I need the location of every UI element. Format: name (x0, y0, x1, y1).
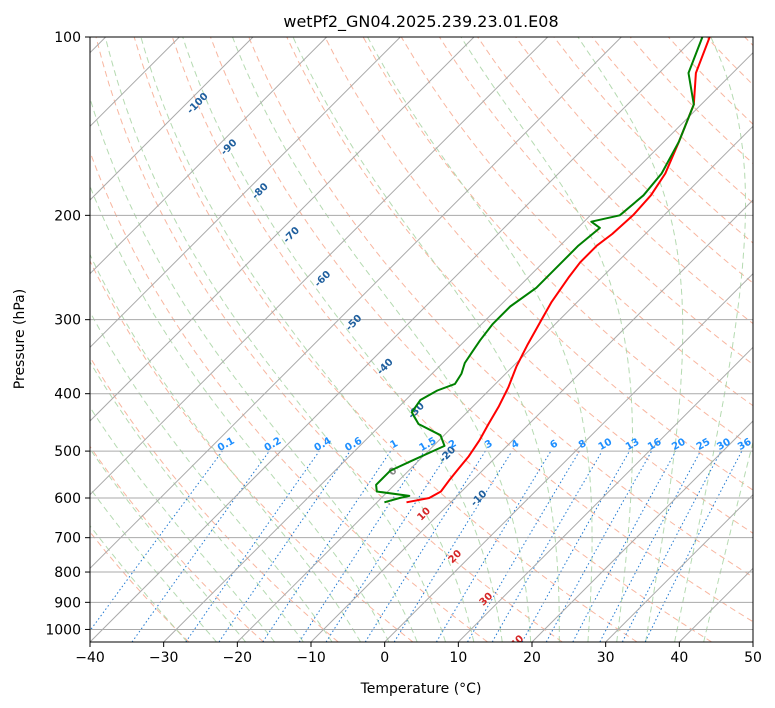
mixing-ratio-label: 2 (447, 438, 459, 451)
isotherm-line (90, 37, 328, 275)
moist-adiabat-line (703, 440, 753, 642)
plot-area-frame (89, 36, 754, 643)
dry-adiabat-line (248, 37, 753, 578)
moist-adiabat-line (182, 37, 503, 642)
moist-adiabat-line (90, 406, 275, 642)
mixing-ratio-line (218, 450, 351, 642)
mixing-ratio-line (644, 450, 743, 642)
mixing-ratio-label: 8 (577, 438, 589, 451)
y-tick-label: 400 (54, 387, 81, 403)
isotherm-line (163, 51, 753, 642)
dry-adiabat-line (90, 445, 264, 642)
mixing-ratio-line (545, 450, 653, 642)
dry-adiabat-line (133, 37, 638, 642)
moist-adiabat-line (577, 37, 684, 642)
mixing-ratio-line (131, 450, 270, 642)
x-tick-label: 0 (380, 650, 389, 666)
isotherm-line (90, 37, 622, 570)
mixing-ratio-line (185, 450, 320, 642)
isotherm-line (236, 125, 753, 642)
moist-adiabat-line (232, 37, 532, 642)
moist-adiabat-line (292, 37, 560, 642)
y-tick-label: 900 (54, 595, 81, 611)
isotherm-line (90, 37, 254, 201)
dry-adiabat-line (324, 37, 753, 491)
moist-adiabat-line (90, 524, 188, 642)
isotherm-line (90, 37, 401, 349)
dry-adiabat-line (95, 37, 563, 642)
mixing-ratio-line (325, 450, 450, 642)
x-tick-label: 50 (744, 650, 762, 666)
moist-adiabat-label: 40 (509, 633, 527, 651)
moist-adiabat-line (90, 487, 217, 642)
mixing-ratio-label: 6 (548, 438, 560, 451)
y-axis-label: Pressure (hPa) (12, 289, 28, 389)
y-tick-label: 700 (54, 531, 81, 547)
x-tick-label: 10 (449, 650, 467, 666)
isotherm-line (457, 346, 753, 642)
x-tick-label: 40 (670, 650, 688, 666)
dry-adiabat-line (210, 37, 753, 623)
x-tick-label: −10 (296, 650, 326, 666)
y-tick-label: 800 (54, 565, 81, 581)
moist-adiabat-line (367, 37, 593, 642)
x-tick-label: 30 (597, 650, 615, 666)
moist-adiabat-line (140, 37, 475, 642)
mixing-ratio-label: 3 (483, 438, 495, 451)
mixing-ratio-label: 4 (510, 438, 522, 451)
y-tick-label: 500 (54, 444, 81, 460)
mixing-ratio-line (393, 450, 513, 642)
y-tick-label: 1000 (45, 622, 81, 638)
isotherm-line (605, 493, 753, 642)
mixing-ratio-line (262, 450, 392, 642)
moist-adiabat-line (90, 361, 304, 642)
moist-adiabat-line (460, 37, 633, 642)
dry-adiabat-line (286, 37, 753, 534)
dewpoint-profile-line (375, 37, 704, 504)
y-tick-label: 100 (54, 30, 81, 46)
x-tick-label: 20 (523, 650, 541, 666)
moist-adiabat-line (90, 96, 418, 642)
moist-adiabat-line (90, 185, 390, 642)
isotherm-line (310, 199, 753, 642)
x-tick-label: −20 (223, 650, 253, 666)
y-tick-label: 300 (54, 313, 81, 329)
mixing-ratio-label: 1 (389, 438, 401, 451)
mixing-ratio-line (572, 450, 677, 642)
dry-adiabat-line (171, 37, 712, 642)
isotherm-line (90, 37, 549, 496)
chart-title: wetPf2_GN04.2025.239.23.01.E08 (283, 12, 558, 32)
x-tick-label: −30 (149, 650, 179, 666)
moist-adiabat-line (90, 310, 333, 642)
moist-adiabat-line (674, 37, 746, 642)
isotherm-line (531, 420, 753, 642)
mixing-ratio-line (521, 450, 630, 642)
x-axis-label: Temperature (°C) (360, 681, 482, 697)
x-tick-label: −40 (75, 650, 105, 666)
y-tick-label: 200 (54, 208, 81, 224)
dry-adiabat-line (90, 356, 339, 642)
y-tick-label: 600 (54, 491, 81, 507)
isotherm-line (384, 272, 753, 642)
mixing-ratio-line (90, 450, 223, 632)
dry-adiabat-line (90, 259, 414, 642)
temperature-profile-line (406, 37, 711, 504)
dry-adiabat-line (515, 37, 753, 284)
isotherm-line (90, 37, 475, 422)
isotherm-line (90, 37, 696, 642)
moist-adiabat-line (104, 37, 446, 642)
moist-adiabat-line (90, 448, 246, 642)
